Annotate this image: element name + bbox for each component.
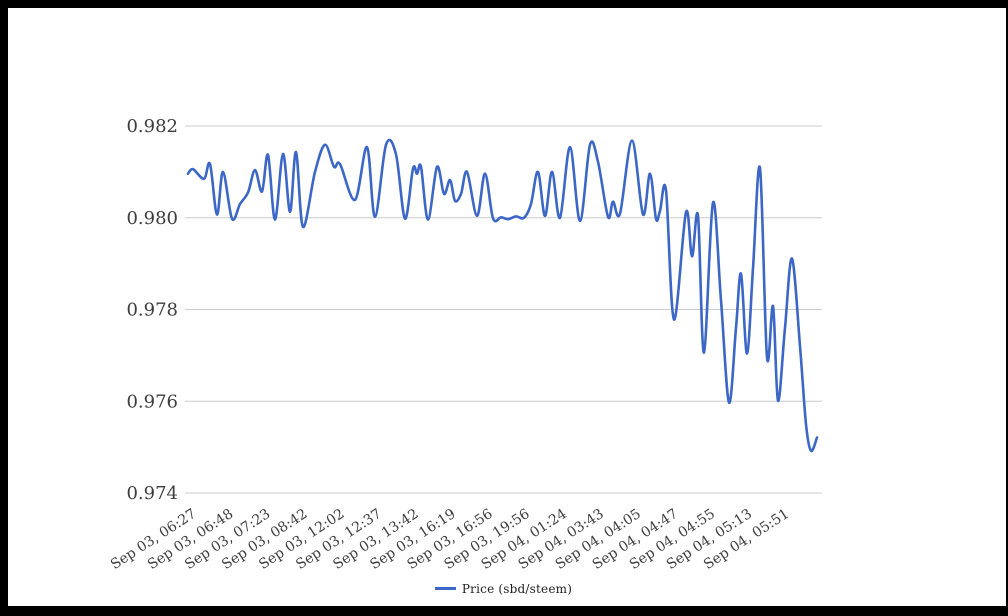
y-axis-tick-label: 0.982: [126, 116, 178, 137]
legend-series-label: Price (sbd/steem): [461, 582, 573, 596]
chart-background: [8, 8, 1006, 606]
price-series-line: [186, 138, 819, 453]
legend-line-swatch: [434, 587, 456, 590]
y-axis-tick-label: 0.974: [126, 483, 178, 504]
chart-legend: Price (sbd/steem): [185, 582, 822, 597]
y-axis-tick-label: 0.980: [126, 208, 178, 229]
y-axis-tick-label: 0.978: [126, 300, 178, 321]
y-axis-tick-label: 0.976: [126, 391, 178, 412]
